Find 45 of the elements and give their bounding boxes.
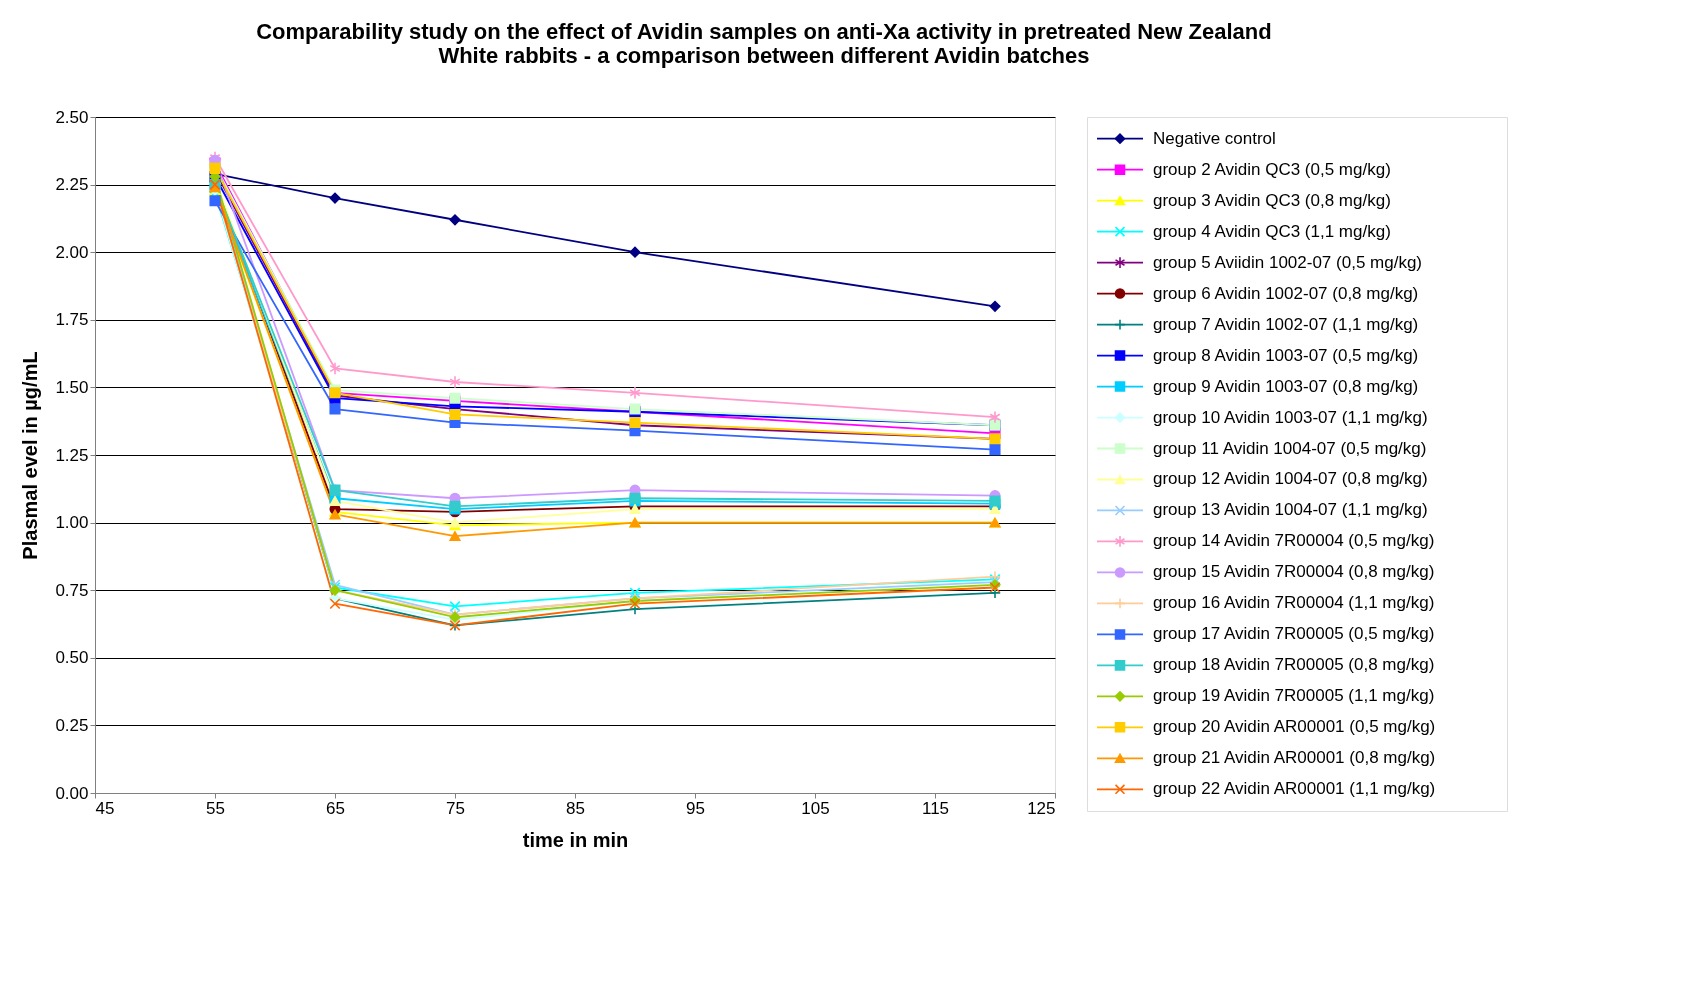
y-axis-title: Plasmal evel in µg/mL: [19, 351, 42, 560]
x-axis-title: time in min: [522, 828, 629, 851]
legend-label: group 22 Avidin AR00001 (1,1 mg/kg): [1153, 779, 1436, 799]
y-tick-label: 1.75: [55, 310, 89, 330]
legend-label: group 2 Avidin QC3 (0,5 mg/kg): [1153, 159, 1391, 179]
legend-label: Negative control: [1153, 128, 1276, 148]
y-tick-label: 2.50: [55, 107, 89, 127]
legend-label: group 8 Avidin 1003-07 (0,5 mg/kg): [1153, 345, 1419, 365]
legend-label: group 13 Avidin 1004-07 (1,1 mg/kg): [1153, 500, 1428, 520]
y-tick-label: 1.25: [55, 445, 89, 465]
y-tick-label: 1.00: [55, 513, 89, 533]
legend-label: group 3 Avidin QC3 (0,8 mg/kg): [1153, 190, 1391, 210]
legend-label: group 4 Avidin QC3 (1,1 mg/kg): [1153, 221, 1391, 241]
chart-title: Comparability study on the effect of Avidin samples on anti-Xa activity in pretreated New Zealand White rabbits - a comparison between different Avidin batches: [256, 18, 1272, 68]
y-tick-label: 1.50: [55, 377, 89, 397]
x-tick-label: 115: [921, 798, 950, 818]
x-tick-label: 65: [326, 798, 345, 818]
x-tick-label: 55: [206, 798, 225, 818]
legend-label: group 14 Avidin 7R00004 (0,5 mg/kg): [1153, 531, 1435, 551]
y-tick-label: 2.00: [55, 242, 89, 262]
x-tick-label: 85: [566, 798, 585, 818]
x-tick-label: 45: [95, 798, 115, 818]
y-tick-label: 0.00: [55, 783, 89, 803]
legend-label: group 18 Avidin 7R00005 (0,8 mg/kg): [1153, 655, 1435, 675]
legend-label: group 21 Avidin AR00001 (0,8 mg/kg): [1153, 748, 1436, 768]
legend-label: group 6 Avidin 1002-07 (0,8 mg/kg): [1153, 283, 1419, 303]
x-tick-label: 95: [686, 798, 705, 818]
y-tick-label: 0.75: [55, 580, 89, 600]
legend-label: group 17 Avidin 7R00005 (0,5 mg/kg): [1153, 624, 1435, 644]
y-tick-label: 0.25: [55, 715, 89, 735]
legend-label: group 10 Avidin 1003-07 (1,1 mg/kg): [1153, 407, 1428, 427]
x-tick-label: 105: [801, 798, 830, 818]
legend-label: group 12 Avidin 1004-07 (0,8 mg/kg): [1153, 469, 1428, 489]
legend-label: group 7 Avidin 1002-07 (1,1 mg/kg): [1153, 314, 1419, 334]
legend-label: group 16 Avidin 7R00004 (1,1 mg/kg): [1153, 593, 1435, 613]
legend-label: group 11 Avidin 1004-07 (0,5 mg/kg): [1153, 438, 1427, 458]
y-tick-label: 0.50: [55, 648, 89, 668]
x-tick-label: 125: [1027, 798, 1056, 818]
legend-label: group 20 Avidin AR00001 (0,5 mg/kg): [1153, 717, 1436, 737]
legend-label: group 15 Avidin 7R00004 (0,8 mg/kg): [1153, 562, 1435, 582]
legend-label: group 5 Aviidin 1002-07 (0,5 mg/kg): [1153, 252, 1423, 272]
legend-label: group 9 Avidin 1003-07 (0,8 mg/kg): [1153, 376, 1419, 396]
x-tick-label: 75: [446, 798, 465, 818]
y-tick-label: 2.25: [55, 175, 89, 195]
legend-label: group 19 Avidin 7R00005 (1,1 mg/kg): [1153, 686, 1435, 706]
